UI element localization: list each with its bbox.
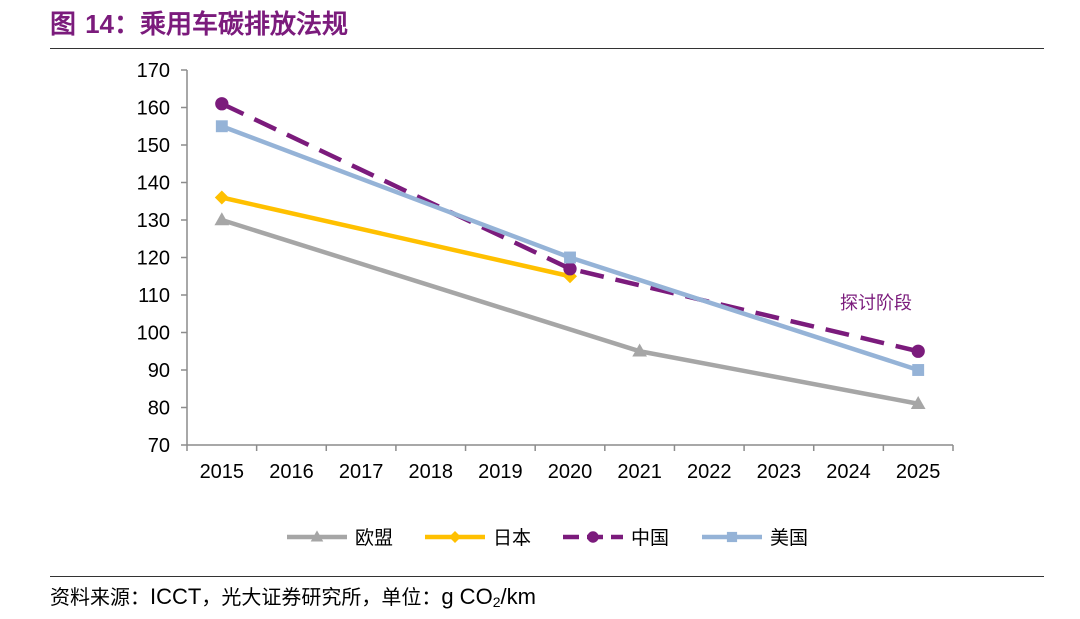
series-line xyxy=(221,217,919,406)
x-tick-label: 2025 xyxy=(896,461,941,483)
unit: g CO2/km xyxy=(441,584,536,610)
data-point xyxy=(214,212,230,226)
y-tick-label: 70 xyxy=(148,435,170,457)
x-tick-label: 2017 xyxy=(339,461,384,483)
data-point xyxy=(632,343,647,357)
series-line xyxy=(221,124,919,373)
x-tick-label: 2015 xyxy=(200,461,245,483)
legend-item: 日本 xyxy=(425,527,531,549)
x-tick-label: 2016 xyxy=(269,461,314,483)
y-tick-label: 130 xyxy=(137,210,170,232)
unit-subscript: 2 xyxy=(492,594,501,610)
legend-item: 中国 xyxy=(563,527,669,549)
series-layer xyxy=(214,97,926,409)
y-tick-label: 90 xyxy=(148,360,170,382)
legend-swatch-marker xyxy=(587,531,599,543)
data-point xyxy=(214,190,229,205)
legend-label: 欧盟 xyxy=(355,527,393,549)
annotation-label: 探讨阶段 xyxy=(840,293,912,314)
legend-swatch-marker xyxy=(310,530,324,542)
legend: 欧盟 日本 中国 美国 xyxy=(287,527,808,549)
x-tick-label: 2023 xyxy=(757,461,802,483)
data-point xyxy=(215,97,229,111)
x-tick-label: 2022 xyxy=(687,461,732,483)
series-line xyxy=(221,195,571,279)
y-tick-label: 150 xyxy=(137,135,170,157)
unit-prefix: g CO xyxy=(441,584,493,609)
bottom-divider xyxy=(50,576,1044,577)
data-point xyxy=(910,396,926,409)
legend-item: 美国 xyxy=(702,527,808,549)
y-tick-label: 80 xyxy=(148,398,170,420)
x-tick-label: 2020 xyxy=(548,461,593,483)
y-tick-label: 100 xyxy=(137,323,170,345)
data-point xyxy=(912,364,925,376)
source-note: 资料来源：ICCT，光大证券研究所，单位：g CO2/km xyxy=(50,581,536,613)
y-tick-label: 110 xyxy=(138,285,170,307)
data-point xyxy=(911,344,925,358)
x-axis: 2015 2016 2017 2018 2019 2020 2021 2022 2023 2024… xyxy=(186,444,954,483)
unit-suffix: /km xyxy=(500,584,536,609)
data-point xyxy=(215,120,228,133)
legend-swatch-marker xyxy=(449,531,461,543)
title-number: 14 xyxy=(85,9,114,39)
series-line xyxy=(220,101,919,354)
title-prefix: 图 xyxy=(50,10,77,40)
x-tick-label: 2024 xyxy=(826,461,871,483)
series-triangle xyxy=(214,212,926,409)
legend-label: 美国 xyxy=(770,527,808,549)
legend-swatch-marker xyxy=(726,531,738,543)
chart-title: 图 14：乘用车碳排放法规 xyxy=(50,4,348,44)
y-tick-label: 170 xyxy=(137,60,170,82)
data-point xyxy=(564,251,576,264)
title-text: ：乘用车碳排放法规 xyxy=(114,10,349,40)
y-tick-label: 160 xyxy=(137,98,170,120)
x-tick-label: 2021 xyxy=(617,461,662,483)
y-tick-label: 140 xyxy=(137,173,170,195)
source-label: 资料来源： xyxy=(50,585,150,609)
legend-label: 日本 xyxy=(493,527,531,549)
source-rest: ，光大证券研究所，单位： xyxy=(201,585,442,609)
legend-item: 欧盟 xyxy=(287,527,393,549)
x-tick-label: 2019 xyxy=(478,461,523,483)
y-tick-label: 120 xyxy=(137,248,170,270)
y-axis: 70 80 90 100 110 120 130 140 150 160 170 xyxy=(137,60,188,457)
x-tick-label: 2018 xyxy=(408,461,453,483)
source-org: ICCT xyxy=(150,584,202,609)
data-point xyxy=(563,262,577,276)
legend-label: 中国 xyxy=(631,527,669,549)
top-divider xyxy=(50,48,1044,49)
series-square xyxy=(215,120,925,376)
series-circle xyxy=(215,97,925,358)
